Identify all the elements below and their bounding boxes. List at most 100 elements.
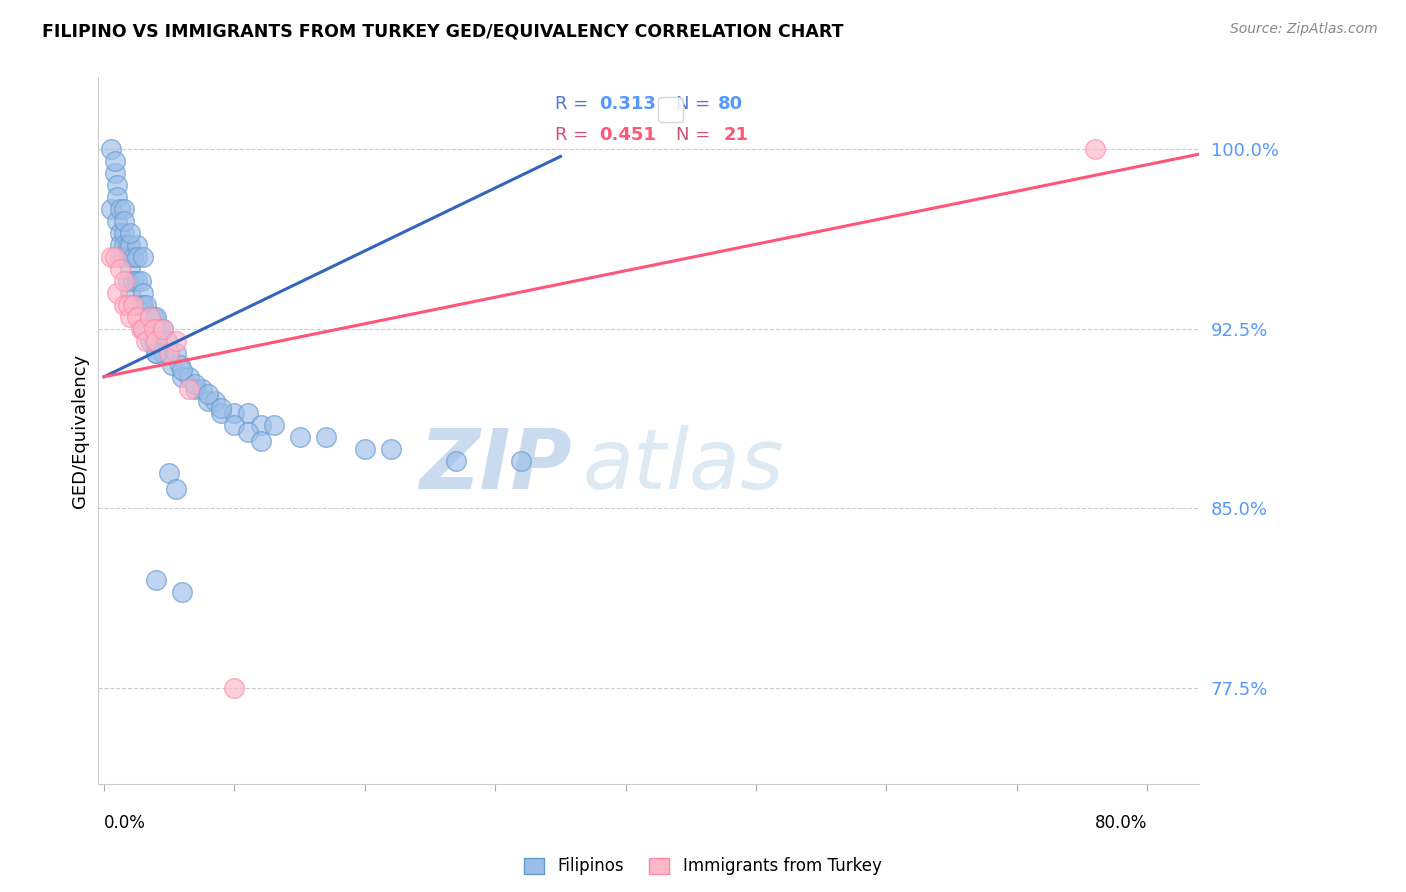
Point (249, 417, 271, 432)
Text: ZIP: ZIP (419, 425, 571, 507)
Point (172, 362, 194, 376)
Point (510, 453, 533, 467)
Point (105, 285, 128, 300)
Point (172, 585, 194, 599)
Point (125, 238, 148, 252)
Point (142, 334, 165, 348)
Point (152, 346, 174, 360)
Point (172, 369, 194, 384)
Point (120, 285, 142, 300)
Point (105, 214, 128, 228)
Point (108, 250, 131, 264)
Text: 21: 21 (724, 126, 748, 144)
Text: 0.0%: 0.0% (104, 814, 146, 832)
Point (112, 238, 135, 252)
Point (149, 322, 172, 336)
Point (125, 274, 148, 288)
Point (1084, 142, 1107, 156)
Text: Source: ZipAtlas.com: Source: ZipAtlas.com (1230, 22, 1378, 37)
Point (108, 238, 131, 252)
Point (211, 406, 233, 420)
Point (184, 376, 207, 391)
Point (135, 322, 157, 336)
Point (138, 334, 160, 348)
Point (156, 334, 179, 348)
Point (145, 310, 167, 324)
Point (135, 334, 157, 348)
Point (145, 346, 167, 360)
Point (120, 310, 142, 324)
Point (108, 202, 131, 216)
Point (112, 274, 135, 288)
Point (157, 466, 180, 480)
Point (117, 298, 139, 312)
Point (129, 322, 152, 336)
Text: 80: 80 (718, 95, 742, 113)
Text: 0.451: 0.451 (599, 126, 655, 144)
Point (263, 417, 285, 432)
Text: 0.313: 0.313 (599, 95, 655, 113)
Point (211, 401, 233, 415)
Point (117, 274, 139, 288)
Point (121, 274, 143, 288)
Point (165, 334, 187, 348)
Point (444, 453, 467, 467)
Point (197, 393, 219, 408)
Point (112, 226, 135, 240)
Text: N =: N = (676, 126, 716, 144)
Text: R =: R = (555, 126, 593, 144)
Point (169, 358, 191, 372)
Point (103, 154, 125, 169)
Point (249, 434, 271, 449)
Point (184, 382, 207, 396)
Point (132, 322, 155, 336)
Point (103, 166, 125, 180)
Point (112, 250, 135, 264)
Point (288, 429, 311, 443)
Point (224, 406, 246, 420)
Point (197, 386, 219, 401)
Point (138, 310, 160, 324)
Point (142, 310, 165, 324)
Point (354, 442, 377, 456)
Point (191, 382, 214, 396)
Point (145, 322, 167, 336)
Point (108, 262, 131, 277)
Point (142, 322, 165, 336)
Legend: Filipinos, Immigrants from Turkey: Filipinos, Immigrants from Turkey (516, 849, 890, 884)
Text: FILIPINO VS IMMIGRANTS FROM TURKEY GED/EQUIVALENCY CORRELATION CHART: FILIPINO VS IMMIGRANTS FROM TURKEY GED/E… (42, 22, 844, 40)
Point (105, 178, 128, 193)
Point (120, 262, 142, 277)
Point (117, 238, 139, 252)
Point (157, 346, 180, 360)
Point (105, 190, 128, 204)
Point (160, 358, 183, 372)
Point (120, 226, 142, 240)
Text: N =: N = (676, 95, 716, 113)
Point (145, 334, 167, 348)
Point (224, 681, 246, 695)
Point (138, 310, 160, 324)
Point (380, 442, 402, 456)
Point (152, 322, 174, 336)
Point (132, 298, 155, 312)
Point (129, 298, 152, 312)
Point (224, 417, 246, 432)
Point (125, 298, 148, 312)
Point (121, 298, 143, 312)
Point (157, 346, 180, 360)
Point (100, 142, 122, 156)
Point (112, 202, 135, 216)
Point (125, 310, 148, 324)
Point (103, 250, 125, 264)
Point (121, 298, 143, 312)
Text: R =: R = (555, 95, 593, 113)
Point (121, 250, 143, 264)
Point (204, 393, 226, 408)
Point (112, 298, 135, 312)
Point (177, 382, 200, 396)
Text: atlas: atlas (582, 425, 785, 507)
Point (100, 250, 122, 264)
Point (108, 226, 131, 240)
Point (135, 298, 157, 312)
